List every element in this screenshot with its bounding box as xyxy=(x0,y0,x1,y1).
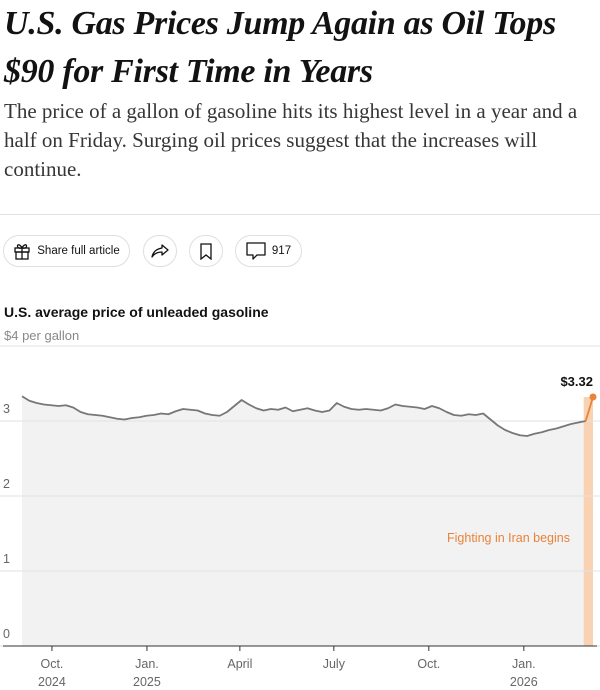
y-tick-label: 0 xyxy=(3,627,10,641)
y-tick-label: 2 xyxy=(3,477,10,491)
y-axis-unit-label: $4 per gallon xyxy=(4,328,80,343)
x-tick-label: Jan. xyxy=(135,657,159,671)
x-tick-label: Oct. xyxy=(40,657,64,671)
annotation-label: Fighting in Iran begins xyxy=(447,531,570,545)
y-tick-label: 3 xyxy=(3,402,10,416)
comment-icon xyxy=(246,242,266,260)
x-tick-label: Oct. xyxy=(417,657,441,671)
gift-icon xyxy=(13,242,31,260)
x-tick-year: 2024 xyxy=(38,675,66,689)
summary: The price of a gallon of gasoline hits i… xyxy=(4,99,578,181)
share-full-article-button[interactable]: Share full article xyxy=(3,235,130,267)
gas-price-chart xyxy=(0,345,600,651)
share-button[interactable] xyxy=(143,235,177,267)
last-price-point xyxy=(589,393,597,401)
comment-count: 917 xyxy=(271,245,292,257)
x-tick-year: 2026 xyxy=(509,675,538,689)
x-tick-label: Jan. xyxy=(511,657,536,671)
x-tick-label: July xyxy=(322,657,345,671)
chart-title: U.S. average price of unleaded gasoline xyxy=(4,304,269,320)
share-arrow-icon xyxy=(150,243,170,259)
bookmark-icon xyxy=(200,242,212,260)
comments-button[interactable]: 917 xyxy=(235,235,302,267)
x-tick-label: April xyxy=(227,657,253,671)
price-area xyxy=(22,396,593,646)
y-tick-label: 1 xyxy=(3,552,10,566)
iran-conflict-band xyxy=(583,397,593,646)
share-label: Share full article xyxy=(37,245,120,257)
divider xyxy=(0,214,600,215)
price-line xyxy=(21,395,586,437)
bookmark-button[interactable] xyxy=(189,235,223,267)
headline: U.S. Gas Prices Jump Again as Oil Tops $… xyxy=(4,5,556,90)
last-price-label: $3.32 xyxy=(560,374,593,389)
x-tick-year: 2025 xyxy=(133,675,161,689)
price-line-recent xyxy=(584,396,594,422)
